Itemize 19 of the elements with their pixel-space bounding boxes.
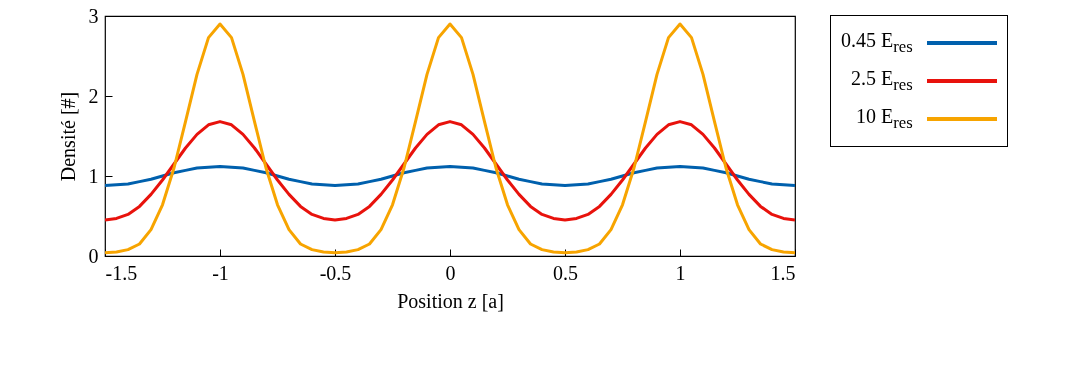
line-series: [105, 164, 795, 188]
legend-label: 10 E$_{res}$: [856, 105, 913, 133]
y-tick-label: 0: [88, 244, 99, 267]
y-tick-label: 2: [88, 84, 99, 107]
x-tick-label: -1: [212, 261, 229, 284]
y-tick-label: 3: [88, 4, 99, 27]
x-tick-label: 0: [445, 261, 456, 284]
x-tick-label: 1.5: [770, 261, 796, 284]
x-tick-label: 0.5: [553, 261, 578, 284]
legend-label: 0.45 E$_{res}$: [841, 29, 913, 57]
x-tick-label: -0.5: [319, 261, 352, 284]
line-series: [105, 22, 795, 255]
x-tick-label: -1.5: [105, 261, 138, 284]
y-axis-title: Densité [#]: [56, 91, 79, 182]
line-series: [105, 120, 795, 222]
x-tick-label: 1: [675, 261, 686, 284]
legend-label: 2.5 E$_{res}$: [851, 67, 913, 95]
y-tick-label: 1: [88, 164, 99, 187]
x-axis-title: Position z [a]: [397, 289, 504, 312]
